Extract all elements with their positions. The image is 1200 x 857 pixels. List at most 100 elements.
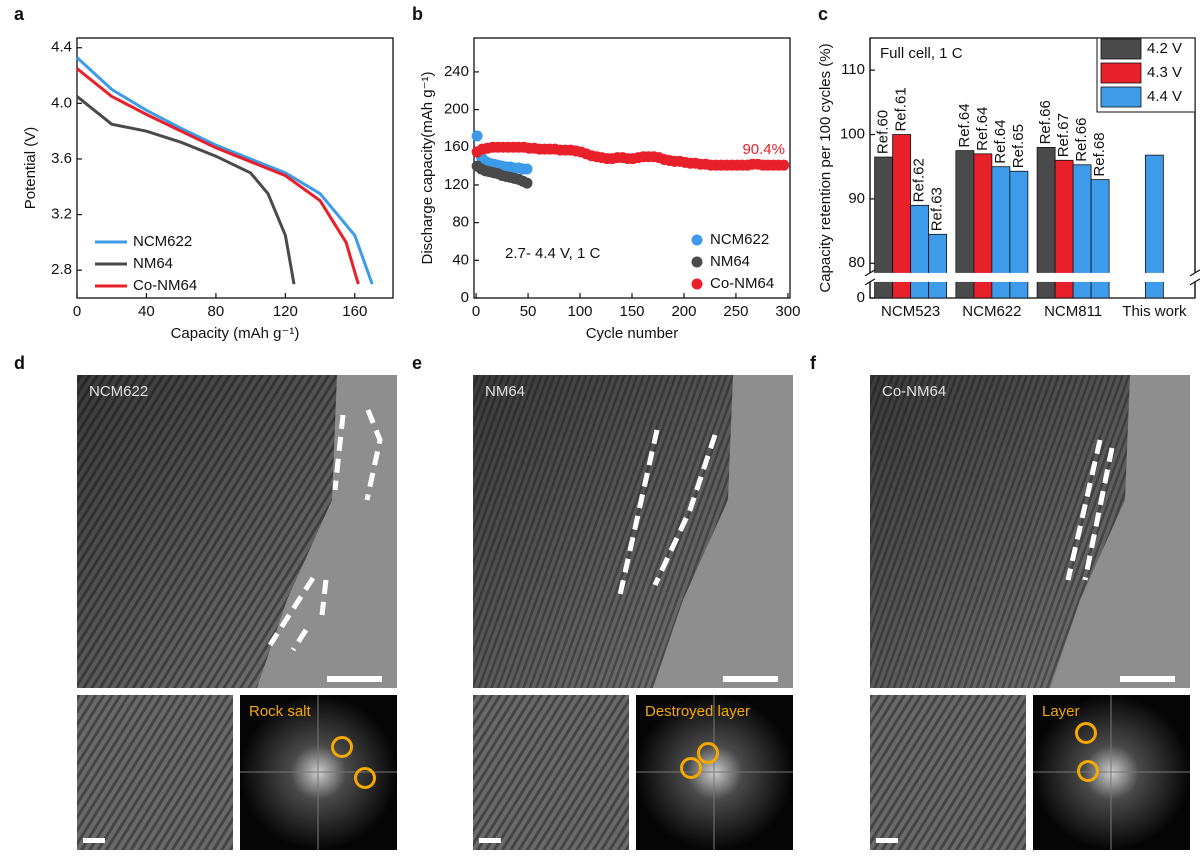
data-point [471,130,483,142]
y-tick-label: 160 [444,138,469,155]
boundary-dash [1065,439,1103,581]
data-point [521,177,533,189]
y-axis-label: Potential (V) [22,127,39,210]
panel-letter: c [818,4,828,24]
x-tick-label: 100 [568,303,593,320]
fft-label: Destroyed layer [645,703,750,720]
fft-spot-marker [1075,722,1097,744]
boundary-dash [652,434,718,587]
legend-label: Co-NM64 [133,277,197,294]
data-point [778,159,790,171]
fft-label: Rock salt [249,703,312,720]
legend-swatch [1100,38,1142,60]
boundary-dash [364,409,383,501]
legend-label: 4.2 V [1147,40,1182,57]
y-tick-label: 80 [452,214,469,231]
bar-label: Ref.68 [1091,132,1108,176]
tem-title: Co-NM64 [882,383,946,400]
legend-swatch [1100,86,1142,108]
bar [910,204,930,299]
legend-swatch [691,278,703,290]
bar-label: Ref.60 [875,110,892,154]
y-tick-label: 40 [452,251,469,268]
legend-label: NM64 [710,253,750,270]
x-tick-label: 0 [73,303,81,320]
scale-bar [1120,676,1175,682]
bar-label: Ref.67 [1055,113,1072,157]
y-tick-label: 200 [444,101,469,118]
scale-bar [83,838,105,843]
legend-swatch [691,234,703,246]
data-point [521,163,533,175]
y-tick-label: 3.6 [51,150,72,167]
x-tick-label: NCM622 [962,303,1021,320]
y-axis-label: Capacity retention per 100 cycles (%) [817,43,834,292]
tem-zoom-lattice [77,695,233,850]
x-tick-label: This work [1122,303,1187,320]
scale-bar [479,838,501,843]
annotation: Full cell, 1 C [880,45,963,62]
x-axis-label: Cycle number [586,325,679,342]
x-tick-label: 40 [138,303,155,320]
data-line [75,56,374,285]
tem-vacuum [1050,375,1190,688]
legend-swatch [1100,62,1142,84]
bar-label: Ref.61 [893,87,910,131]
x-axis-label: Capacity (mAh g⁻¹) [171,325,300,342]
x-tick-label: 160 [342,303,367,320]
annotation: 90.4% [742,141,785,158]
x-tick-label: 150 [619,303,644,320]
fft-spot-marker [331,736,353,758]
panel-letter: b [412,4,423,24]
tem-zoom-lattice [473,695,629,850]
tem-vacuum [257,375,397,688]
panel-letter: f [810,353,817,373]
legend-label: NCM622 [710,231,769,248]
axis-break-gap [864,272,1200,282]
bar-label: Ref.64 [974,107,991,151]
fft-spot-marker [697,742,719,764]
bar-label: Ref.65 [1010,124,1027,168]
tem-title: NCM622 [89,383,148,400]
y-tick-label: 90 [848,190,865,207]
y-tick-label: 0 [857,289,865,306]
scale-bar [723,676,778,682]
bar-label: Ref.62 [911,158,928,202]
bar [928,233,948,299]
legend-label: 4.3 V [1147,64,1182,81]
fft-spot-marker [354,767,376,789]
x-tick-label: NCM811 [1044,303,1102,320]
y-axis-label: Discharge capacity(mAh g⁻¹) [419,72,436,265]
panel-letter: a [14,4,25,24]
legend-label: NM64 [133,255,173,272]
bar-label: Ref.64 [956,103,973,147]
bar-label: Ref.66 [1073,118,1090,162]
boundary-dash [267,576,316,647]
x-tick-label: 300 [775,303,800,320]
legend-label: NCM622 [133,233,192,250]
boundary-dash [617,429,660,596]
data-line [76,67,360,285]
y-tick-label: 4.0 [51,94,72,111]
x-tick-label: 80 [208,303,225,320]
boundary-dash [319,579,329,616]
bar [1090,179,1110,299]
y-tick-label: 2.8 [51,261,72,278]
legend-swatch [691,256,703,268]
bar-label: Ref.66 [1037,100,1054,144]
fft-spot-marker [1077,760,1099,782]
panel-letter: d [14,353,25,373]
x-tick-label: 250 [723,303,748,320]
x-tick-label: 0 [472,303,480,320]
tem-title: NM64 [485,383,525,400]
y-tick-label: 100 [840,126,865,143]
panel-letter: e [412,353,422,373]
boundary-dash [332,414,346,491]
x-tick-label: NCM523 [881,303,940,320]
x-tick-label: 120 [273,303,298,320]
tem-vacuum [653,375,793,688]
boundary-dash [290,628,309,652]
scale-bar [876,838,898,843]
plot-frame [76,37,394,299]
